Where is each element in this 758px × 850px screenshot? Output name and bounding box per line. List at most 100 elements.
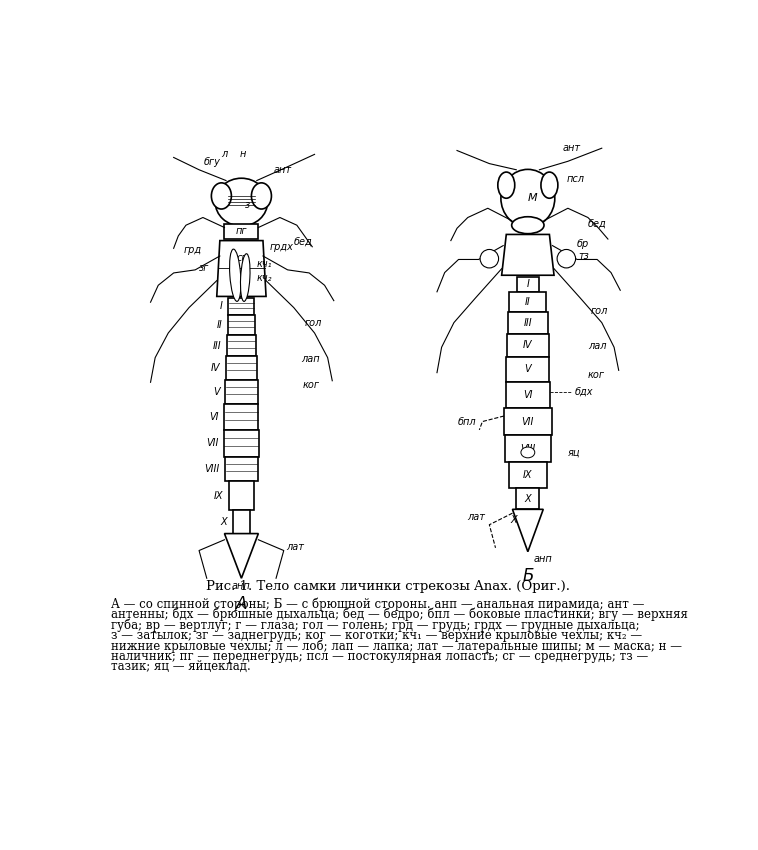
- Bar: [516, 488, 540, 509]
- Bar: [506, 382, 550, 408]
- Text: лат: лат: [468, 512, 485, 522]
- Bar: [225, 380, 258, 405]
- Bar: [224, 430, 259, 456]
- Text: А — со спинной стороны; Б — с брюшной стороны. анп — анальная пирамида; ант —: А — со спинной стороны; Б — с брюшной ст…: [111, 598, 644, 611]
- Ellipse shape: [252, 183, 271, 209]
- Text: X: X: [510, 515, 517, 525]
- Polygon shape: [217, 241, 266, 297]
- Text: зг: зг: [199, 263, 209, 273]
- Polygon shape: [224, 534, 258, 578]
- Text: лат: лат: [286, 542, 304, 552]
- Text: з: з: [245, 201, 249, 210]
- Bar: [507, 334, 549, 357]
- Bar: [504, 408, 552, 435]
- Text: III: III: [213, 341, 221, 351]
- Polygon shape: [512, 509, 543, 552]
- Text: лап: лап: [302, 354, 320, 364]
- Bar: [508, 312, 548, 334]
- Ellipse shape: [501, 169, 555, 227]
- Text: кч₁: кч₁: [257, 258, 272, 269]
- Bar: [227, 335, 256, 356]
- Bar: [224, 224, 258, 239]
- Ellipse shape: [521, 447, 535, 458]
- Text: тазик; яц — яйцеклад.: тазик; яц — яйцеклад.: [111, 660, 250, 673]
- Text: грдх: грдх: [269, 241, 293, 252]
- Bar: [226, 356, 257, 380]
- Text: бед: бед: [294, 237, 312, 247]
- Bar: [509, 462, 547, 488]
- Text: бгу: бгу: [204, 157, 221, 167]
- Text: г: г: [221, 191, 225, 201]
- Bar: [506, 357, 550, 382]
- Text: V: V: [213, 387, 220, 397]
- Bar: [227, 314, 255, 335]
- Text: IX: IX: [215, 490, 224, 501]
- Text: бпл: бпл: [458, 416, 476, 427]
- Text: Рис. 1. Тело самки личинки стрекозы Anax. (Ориг.).: Рис. 1. Тело самки личинки стрекозы Anax…: [206, 580, 571, 593]
- Text: VIII: VIII: [520, 444, 535, 454]
- Text: антенны; бдх — брюшные дыхальца; бед — бедро; бпл — боковые пластинки; вгу — вер: антенны; бдх — брюшные дыхальца; бед — б…: [111, 608, 688, 621]
- Text: Б: Б: [522, 567, 534, 585]
- Ellipse shape: [541, 172, 558, 198]
- Bar: [228, 298, 255, 314]
- Text: ког: ког: [303, 380, 320, 389]
- Ellipse shape: [557, 249, 575, 268]
- Text: ант: ант: [562, 143, 581, 153]
- Text: н: н: [240, 150, 246, 159]
- Text: VII: VII: [522, 416, 534, 427]
- Bar: [225, 456, 258, 481]
- Text: тз: тз: [578, 252, 589, 262]
- Bar: [505, 435, 551, 462]
- Text: губа; вр — вертлуг; г — глаза; гол — голень; грд — грудь; грдх — грудные дыхальц: губа; вр — вертлуг; г — глаза; гол — гол…: [111, 618, 639, 632]
- Text: VI: VI: [523, 389, 533, 400]
- Ellipse shape: [498, 172, 515, 198]
- Bar: [233, 511, 250, 534]
- Text: бед: бед: [588, 219, 606, 229]
- Text: грд: грд: [183, 245, 202, 255]
- Text: сг: сг: [236, 252, 246, 263]
- Text: г: г: [547, 178, 552, 189]
- Text: кч₂: кч₂: [257, 273, 272, 282]
- Bar: [509, 292, 547, 312]
- Text: IV: IV: [211, 363, 221, 373]
- Text: IV: IV: [523, 340, 533, 350]
- Text: нижние крыловые чехлы; л — лоб; лап — лапка; лат — латеральные шипы; м — маска; : нижние крыловые чехлы; л — лоб; лап — ла…: [111, 639, 681, 653]
- Text: лал: лал: [588, 341, 606, 351]
- Text: III: III: [524, 318, 532, 328]
- Text: анп: анп: [534, 554, 553, 564]
- Text: X: X: [525, 494, 531, 503]
- Text: яц: яц: [568, 447, 581, 457]
- Ellipse shape: [240, 253, 250, 302]
- Text: I: I: [526, 280, 529, 290]
- Bar: [517, 277, 539, 292]
- Text: бр: бр: [576, 239, 589, 249]
- Text: ког: ког: [588, 370, 605, 380]
- Text: бдх: бдх: [575, 387, 594, 397]
- Text: А: А: [236, 595, 247, 613]
- Text: V: V: [525, 364, 531, 374]
- Ellipse shape: [480, 249, 499, 268]
- Text: VI: VI: [209, 412, 219, 422]
- Text: пг: пг: [236, 226, 247, 236]
- Text: VII: VII: [206, 439, 218, 449]
- Ellipse shape: [512, 217, 544, 234]
- Ellipse shape: [215, 178, 268, 226]
- Text: г: г: [504, 178, 509, 189]
- Text: псл: псл: [566, 174, 584, 184]
- Text: ант: ант: [274, 165, 292, 175]
- Bar: [224, 405, 258, 430]
- Text: наличник; пг — переднегрудь; псл — постокулярная лопасть; сг — среднегрудь; тз —: наличник; пг — переднегрудь; псл — посто…: [111, 650, 648, 663]
- Text: з — затылок; зг — заднегрудь; ког — коготки; кч₁ — верхние крыловые чехлы; кч₂ —: з — затылок; зг — заднегрудь; ког — кого…: [111, 629, 641, 642]
- Ellipse shape: [211, 183, 231, 209]
- Polygon shape: [502, 235, 554, 275]
- Text: II: II: [216, 320, 222, 330]
- Text: гол: гол: [305, 318, 322, 328]
- Bar: [229, 481, 254, 511]
- Text: гол: гол: [591, 306, 609, 316]
- Text: анп: анп: [232, 581, 251, 592]
- Text: л: л: [221, 150, 227, 159]
- Text: II: II: [525, 298, 531, 307]
- Text: I: I: [220, 302, 223, 311]
- Text: г: г: [257, 191, 262, 201]
- Text: М: М: [528, 193, 537, 203]
